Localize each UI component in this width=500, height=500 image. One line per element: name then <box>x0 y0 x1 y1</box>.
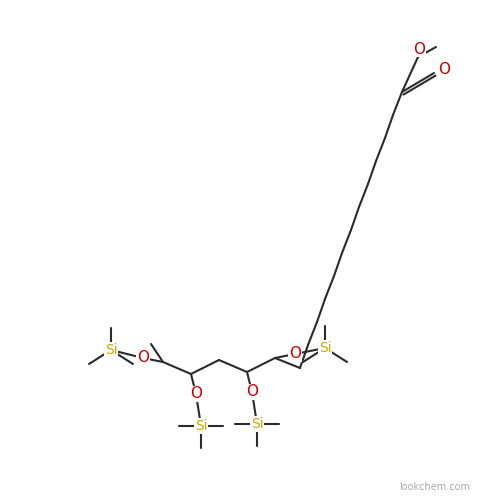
Text: Si: Si <box>104 343 118 357</box>
Text: Si: Si <box>194 419 207 433</box>
Text: O: O <box>246 384 258 400</box>
Text: O: O <box>137 350 149 366</box>
Text: O: O <box>438 62 450 78</box>
Text: Si: Si <box>318 341 332 355</box>
Text: O: O <box>413 42 425 56</box>
Text: Si: Si <box>250 417 264 431</box>
Text: O: O <box>289 346 301 362</box>
Text: O: O <box>190 386 202 402</box>
Text: lookchem.com: lookchem.com <box>400 482 470 492</box>
